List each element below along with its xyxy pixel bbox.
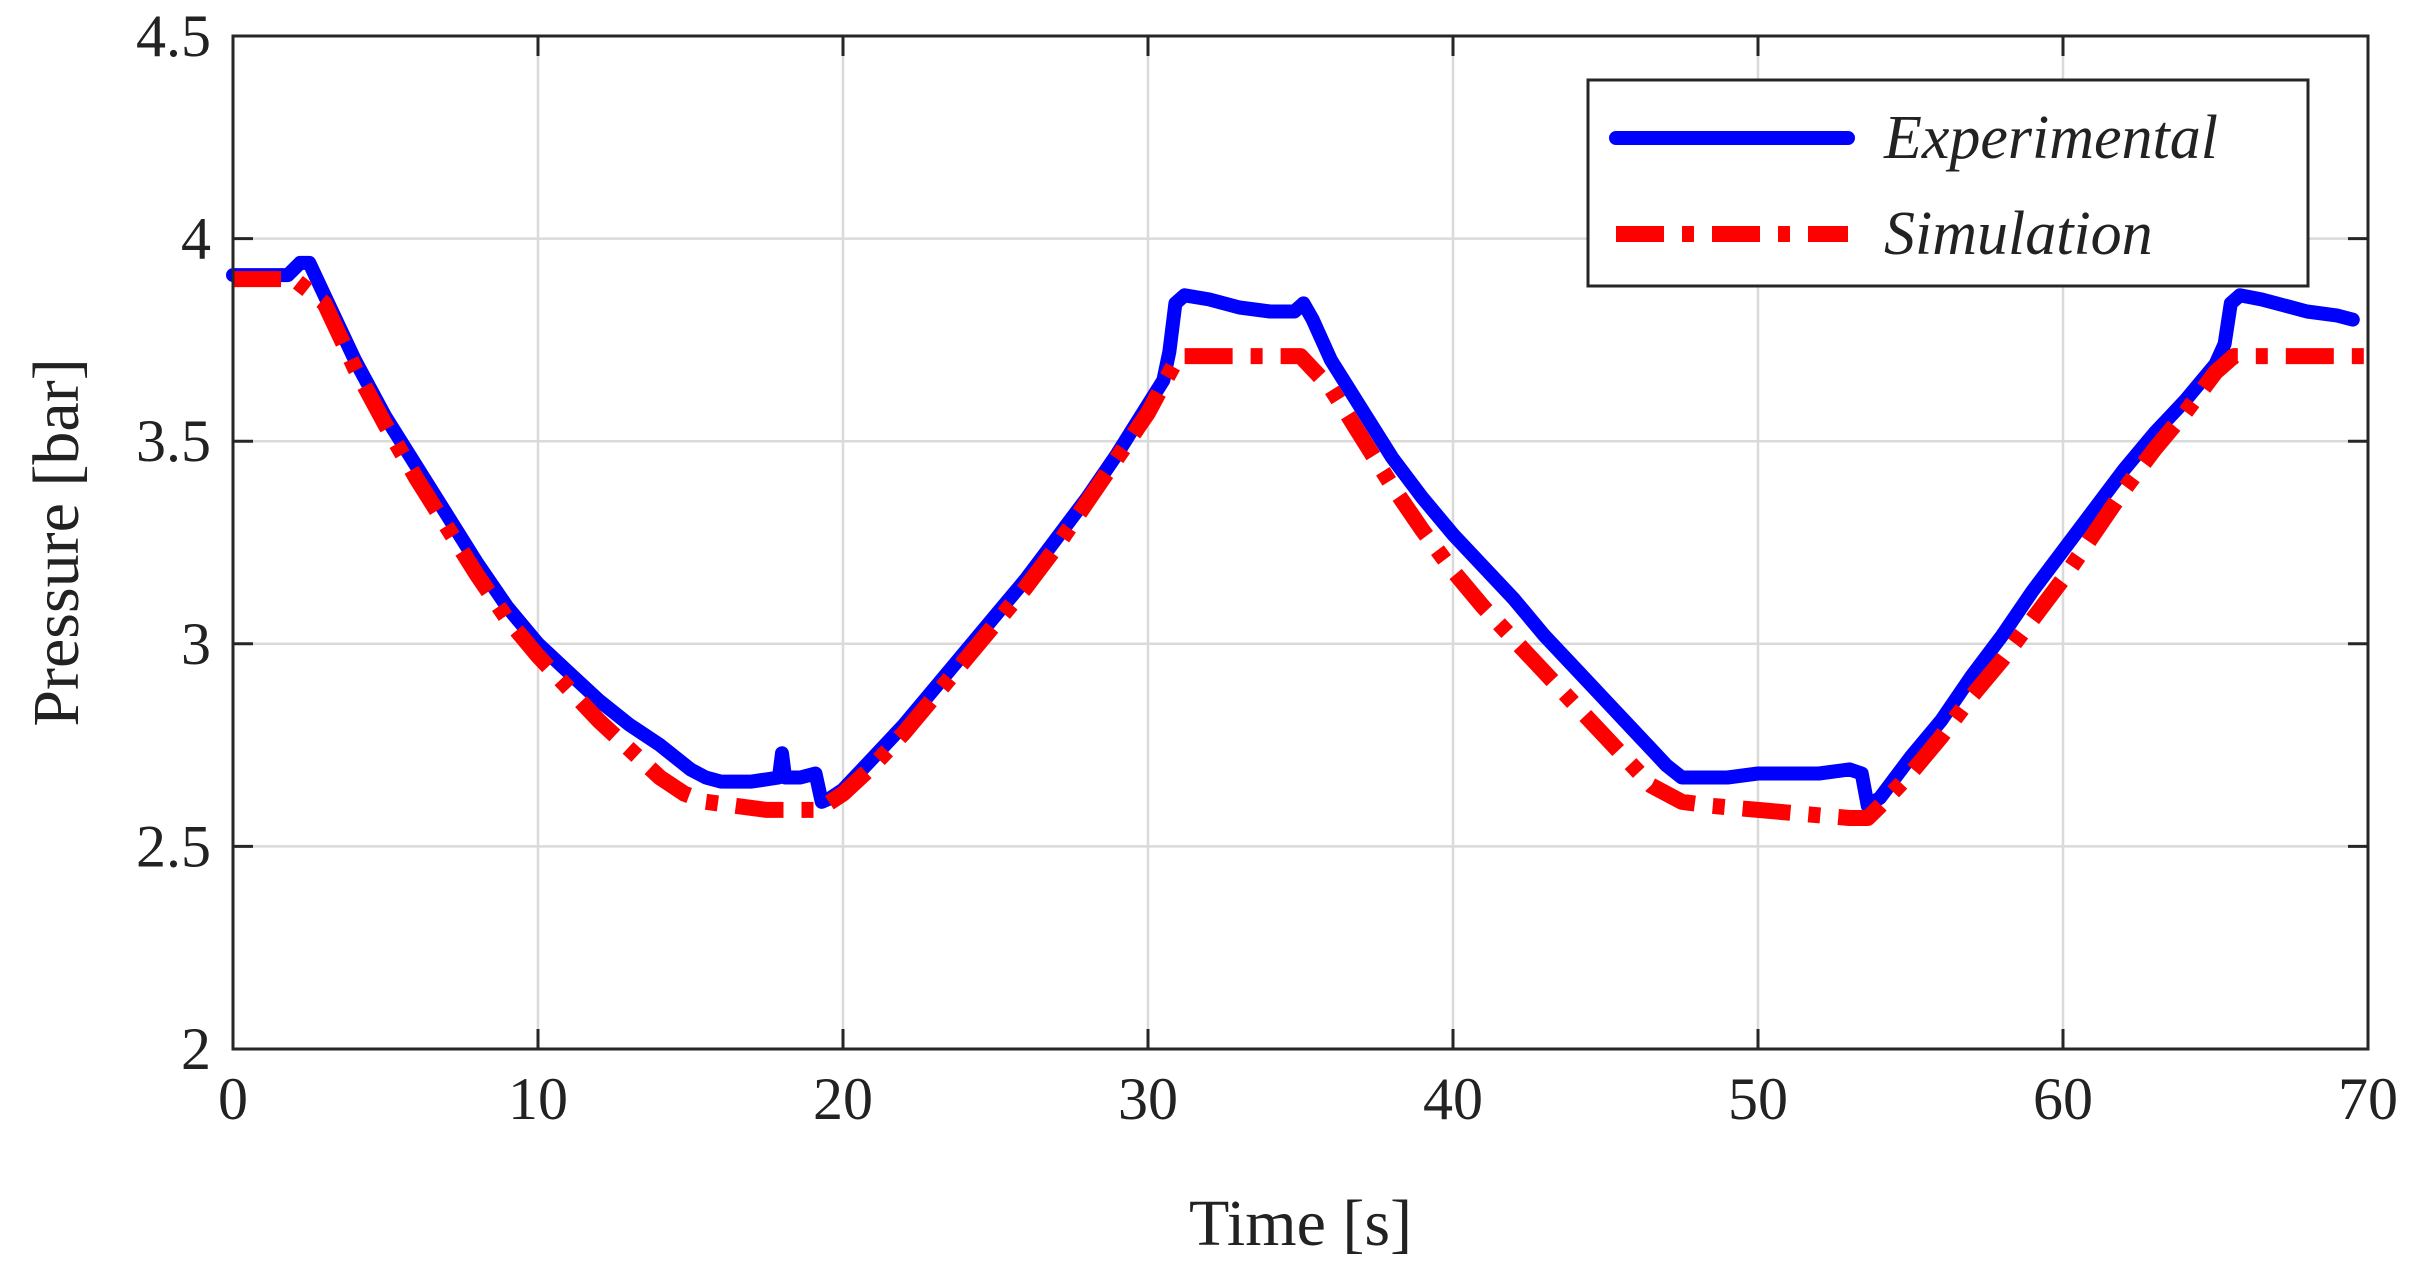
y-tick-label: 4.5 <box>136 3 211 69</box>
x-tick-label: 50 <box>1728 1066 1788 1132</box>
x-tick-label: 60 <box>2033 1066 2093 1132</box>
x-tick-label: 40 <box>1423 1066 1483 1132</box>
legend-box <box>1586 78 2310 288</box>
x-tick-label: 70 <box>2338 1066 2398 1132</box>
tick-layer: 0 10 20 30 40 50 60 70 2 2.5 3 3.5 4 4.5 <box>136 3 2398 1132</box>
y-tick-label: 2 <box>181 1016 211 1082</box>
y-axis-label: Pressure [bar] <box>20 358 93 726</box>
x-tick-label: 30 <box>1118 1066 1178 1132</box>
legend: Experimental Simulation <box>1586 78 2310 288</box>
legend-label-experimental: Experimental <box>1883 104 2218 172</box>
x-axis-label: Time [s] <box>1189 1187 1412 1260</box>
plot-frame <box>231 34 2370 1051</box>
x-tick-label: 20 <box>813 1066 873 1132</box>
y-tick-label: 3.5 <box>136 408 211 474</box>
series-layer <box>226 255 2368 826</box>
y-tick-label: 4 <box>181 206 211 272</box>
y-tick-label: 2.5 <box>136 813 211 879</box>
series-line-simulation <box>233 271 2368 826</box>
legend-label-simulation: Simulation <box>1884 200 2153 268</box>
y-tick-label: 3 <box>181 611 211 677</box>
x-tick-label: 10 <box>508 1066 568 1132</box>
series-line-experimental <box>226 255 2360 813</box>
x-tick-label: 0 <box>218 1066 248 1132</box>
